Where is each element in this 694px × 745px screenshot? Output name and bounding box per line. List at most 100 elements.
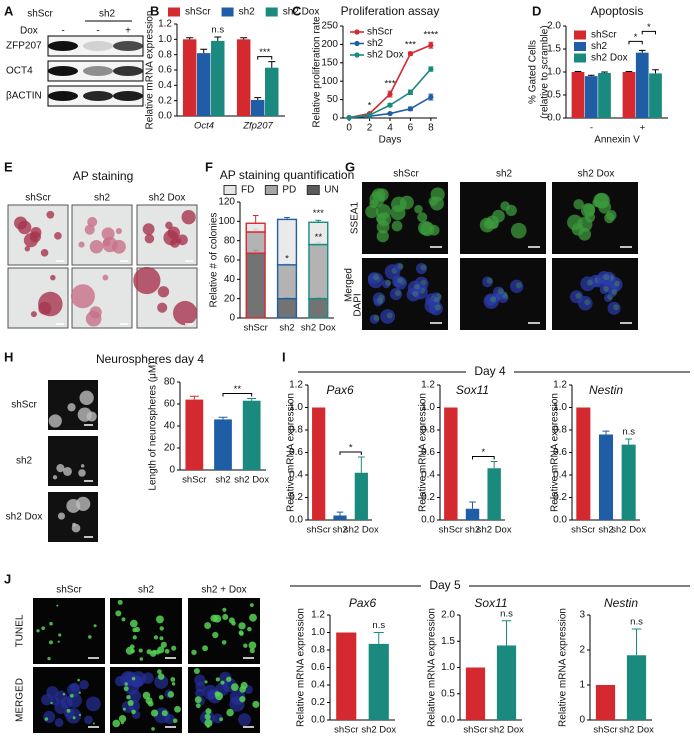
cell: [492, 286, 505, 298]
colony: [17, 220, 32, 235]
chart-title: Pax6: [326, 383, 354, 397]
significance: *: [647, 22, 651, 33]
y-tick-label: 0.2: [311, 697, 325, 708]
x-tick-label: sh2 Dox: [611, 525, 646, 536]
cell: [613, 304, 620, 311]
treatment-mark: +: [125, 26, 131, 37]
apoptotic-cell: [159, 626, 164, 631]
y-tick-label: 0.4: [421, 470, 435, 481]
cell: [385, 279, 392, 286]
cell: [394, 262, 403, 272]
colony: [181, 210, 196, 225]
bar: [465, 508, 480, 520]
apoptotic-cell: [132, 635, 137, 640]
significance: *: [349, 443, 353, 454]
significance: ***: [405, 40, 416, 51]
x-tick-label: shScr: [182, 475, 206, 486]
cell: [614, 280, 621, 287]
apoptotic-cell: [193, 668, 200, 675]
apoptotic-cell: [92, 722, 95, 725]
micrograph: [33, 598, 105, 664]
marker: [428, 94, 434, 100]
error-bar: [254, 97, 262, 100]
x-tick-label: shScr: [439, 525, 463, 536]
y-tick-label: 1.0: [311, 627, 325, 638]
neurosphere: [78, 469, 86, 477]
y-tick-label: 2.0: [441, 610, 455, 621]
bar: [185, 399, 204, 470]
bar-segment: [276, 264, 298, 300]
cell: [386, 312, 393, 319]
micrograph: [7, 267, 69, 329]
apoptotic-cell: [226, 708, 234, 717]
apoptotic-cell: [139, 657, 144, 661]
legend-marker: [354, 40, 360, 47]
bar: [621, 444, 636, 520]
y-tick-label: 0: [229, 313, 235, 324]
cell: [376, 230, 389, 243]
significance: n.s: [500, 608, 513, 619]
y-tick-label: 0.6: [553, 447, 567, 458]
apoptotic-cell: [174, 705, 181, 713]
apoptotic-cell: [202, 645, 209, 652]
x-tick-label: shScr: [334, 725, 358, 736]
significance-bracket: [257, 56, 273, 60]
neurosphere: [48, 414, 62, 428]
neurosphere: [56, 464, 65, 473]
apoptotic-cell: [120, 721, 124, 725]
x-tick-label: sh2: [465, 525, 480, 536]
apoptotic-cell: [215, 677, 220, 682]
panel-letter: D: [532, 3, 541, 18]
colony: [70, 284, 95, 309]
x-tick-label: sh2 Dox: [477, 525, 512, 536]
marker: [407, 106, 414, 112]
apoptotic-cell: [204, 622, 212, 630]
y-tick-label: 120: [218, 197, 235, 208]
bar: [595, 685, 616, 720]
apoptotic-cell: [129, 644, 135, 650]
significance: n.s: [630, 617, 643, 628]
y-axis-label: Length of neurospheres (μM): [148, 361, 159, 490]
image-column: sh2: [496, 169, 513, 180]
x-tick-label: shScr: [244, 323, 268, 334]
blot-band: [113, 91, 143, 101]
y-axis-label: Relative mRNA expression: [145, 11, 156, 130]
error-bar: [218, 416, 228, 420]
y-tick-label: 0.5: [441, 688, 455, 699]
bar: [571, 72, 585, 118]
colony: [50, 274, 56, 281]
marker: [387, 110, 393, 117]
error-bar: [240, 37, 248, 40]
cell: [608, 288, 617, 298]
neurosphere: [67, 403, 76, 412]
band-label: ZFP207: [6, 41, 42, 52]
apoptotic-cell: [156, 615, 164, 624]
cell: [376, 220, 390, 234]
apoptotic-cell: [155, 649, 161, 655]
cell: [372, 274, 379, 281]
nucleus: [43, 710, 56, 724]
apoptotic-cell: [158, 695, 164, 700]
cell: [367, 272, 380, 284]
band-label: βACTIN: [6, 91, 42, 102]
image-column: sh2: [138, 585, 155, 596]
cell: [376, 297, 383, 304]
bar: [196, 53, 211, 116]
cell: [369, 199, 379, 209]
error-bar: [315, 219, 322, 223]
day-label: Day 5: [429, 578, 461, 592]
chart-title: Pax6: [349, 596, 377, 610]
cell: [389, 288, 402, 301]
error-bar: [602, 430, 610, 435]
apoptotic-cell: [249, 603, 254, 608]
error-bar: [268, 61, 276, 68]
treatment-mark: -: [96, 26, 99, 37]
y-axis-label: Relative mRNA expression: [286, 393, 297, 512]
cell: [581, 203, 596, 218]
y-tick-label: 0.0: [158, 111, 172, 122]
apoptotic-cell: [164, 648, 170, 654]
blot-column: shScr: [27, 9, 53, 20]
significance: ****: [423, 30, 438, 41]
apoptotic-cell: [138, 648, 143, 653]
